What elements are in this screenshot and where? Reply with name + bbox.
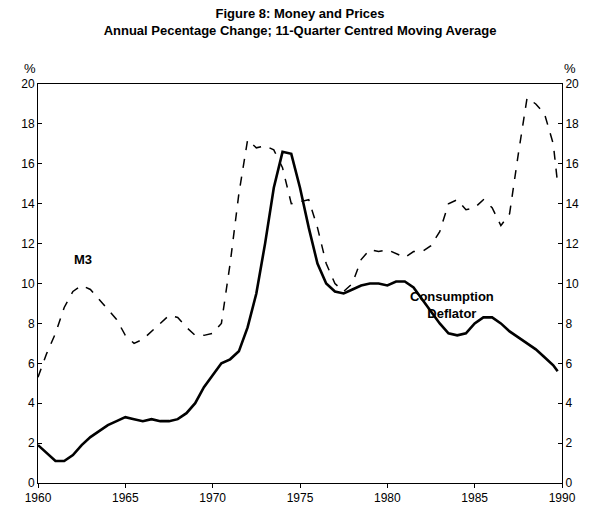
svg-text:1965: 1965 (112, 491, 139, 505)
svg-text:10: 10 (21, 277, 35, 291)
svg-text:0: 0 (565, 476, 572, 490)
svg-text:2: 2 (565, 436, 572, 450)
svg-text:12: 12 (21, 237, 35, 251)
svg-text:2: 2 (28, 436, 35, 450)
svg-text:6: 6 (565, 357, 572, 371)
svg-text:1975: 1975 (287, 491, 314, 505)
svg-text:18: 18 (21, 117, 35, 131)
svg-text:1960: 1960 (25, 491, 52, 505)
svg-text:14: 14 (21, 197, 35, 211)
svg-text:8: 8 (28, 317, 35, 331)
svg-text:6: 6 (28, 357, 35, 371)
svg-text:1990: 1990 (549, 491, 576, 505)
svg-text:1970: 1970 (199, 491, 226, 505)
svg-text:Figure 8: Money and PricesAnnu: Figure 8: Money and PricesAnnual Pecenta… (104, 6, 497, 38)
svg-text:ConsumptionDeflator: ConsumptionDeflator (410, 289, 494, 321)
svg-text:18: 18 (565, 117, 579, 131)
svg-text:16: 16 (21, 157, 35, 171)
svg-text:14: 14 (565, 197, 579, 211)
svg-text:1980: 1980 (374, 491, 401, 505)
svg-text:M3: M3 (74, 252, 92, 267)
svg-text:12: 12 (565, 237, 579, 251)
svg-text:0: 0 (28, 476, 35, 490)
svg-text:%: % (564, 61, 576, 76)
svg-text:4: 4 (565, 396, 572, 410)
svg-text:20: 20 (565, 77, 579, 91)
svg-text:20: 20 (21, 77, 35, 91)
svg-text:1985: 1985 (461, 491, 488, 505)
svg-text:%: % (24, 61, 36, 76)
svg-text:8: 8 (565, 317, 572, 331)
svg-text:16: 16 (565, 157, 579, 171)
svg-text:10: 10 (565, 277, 579, 291)
svg-text:4: 4 (28, 396, 35, 410)
